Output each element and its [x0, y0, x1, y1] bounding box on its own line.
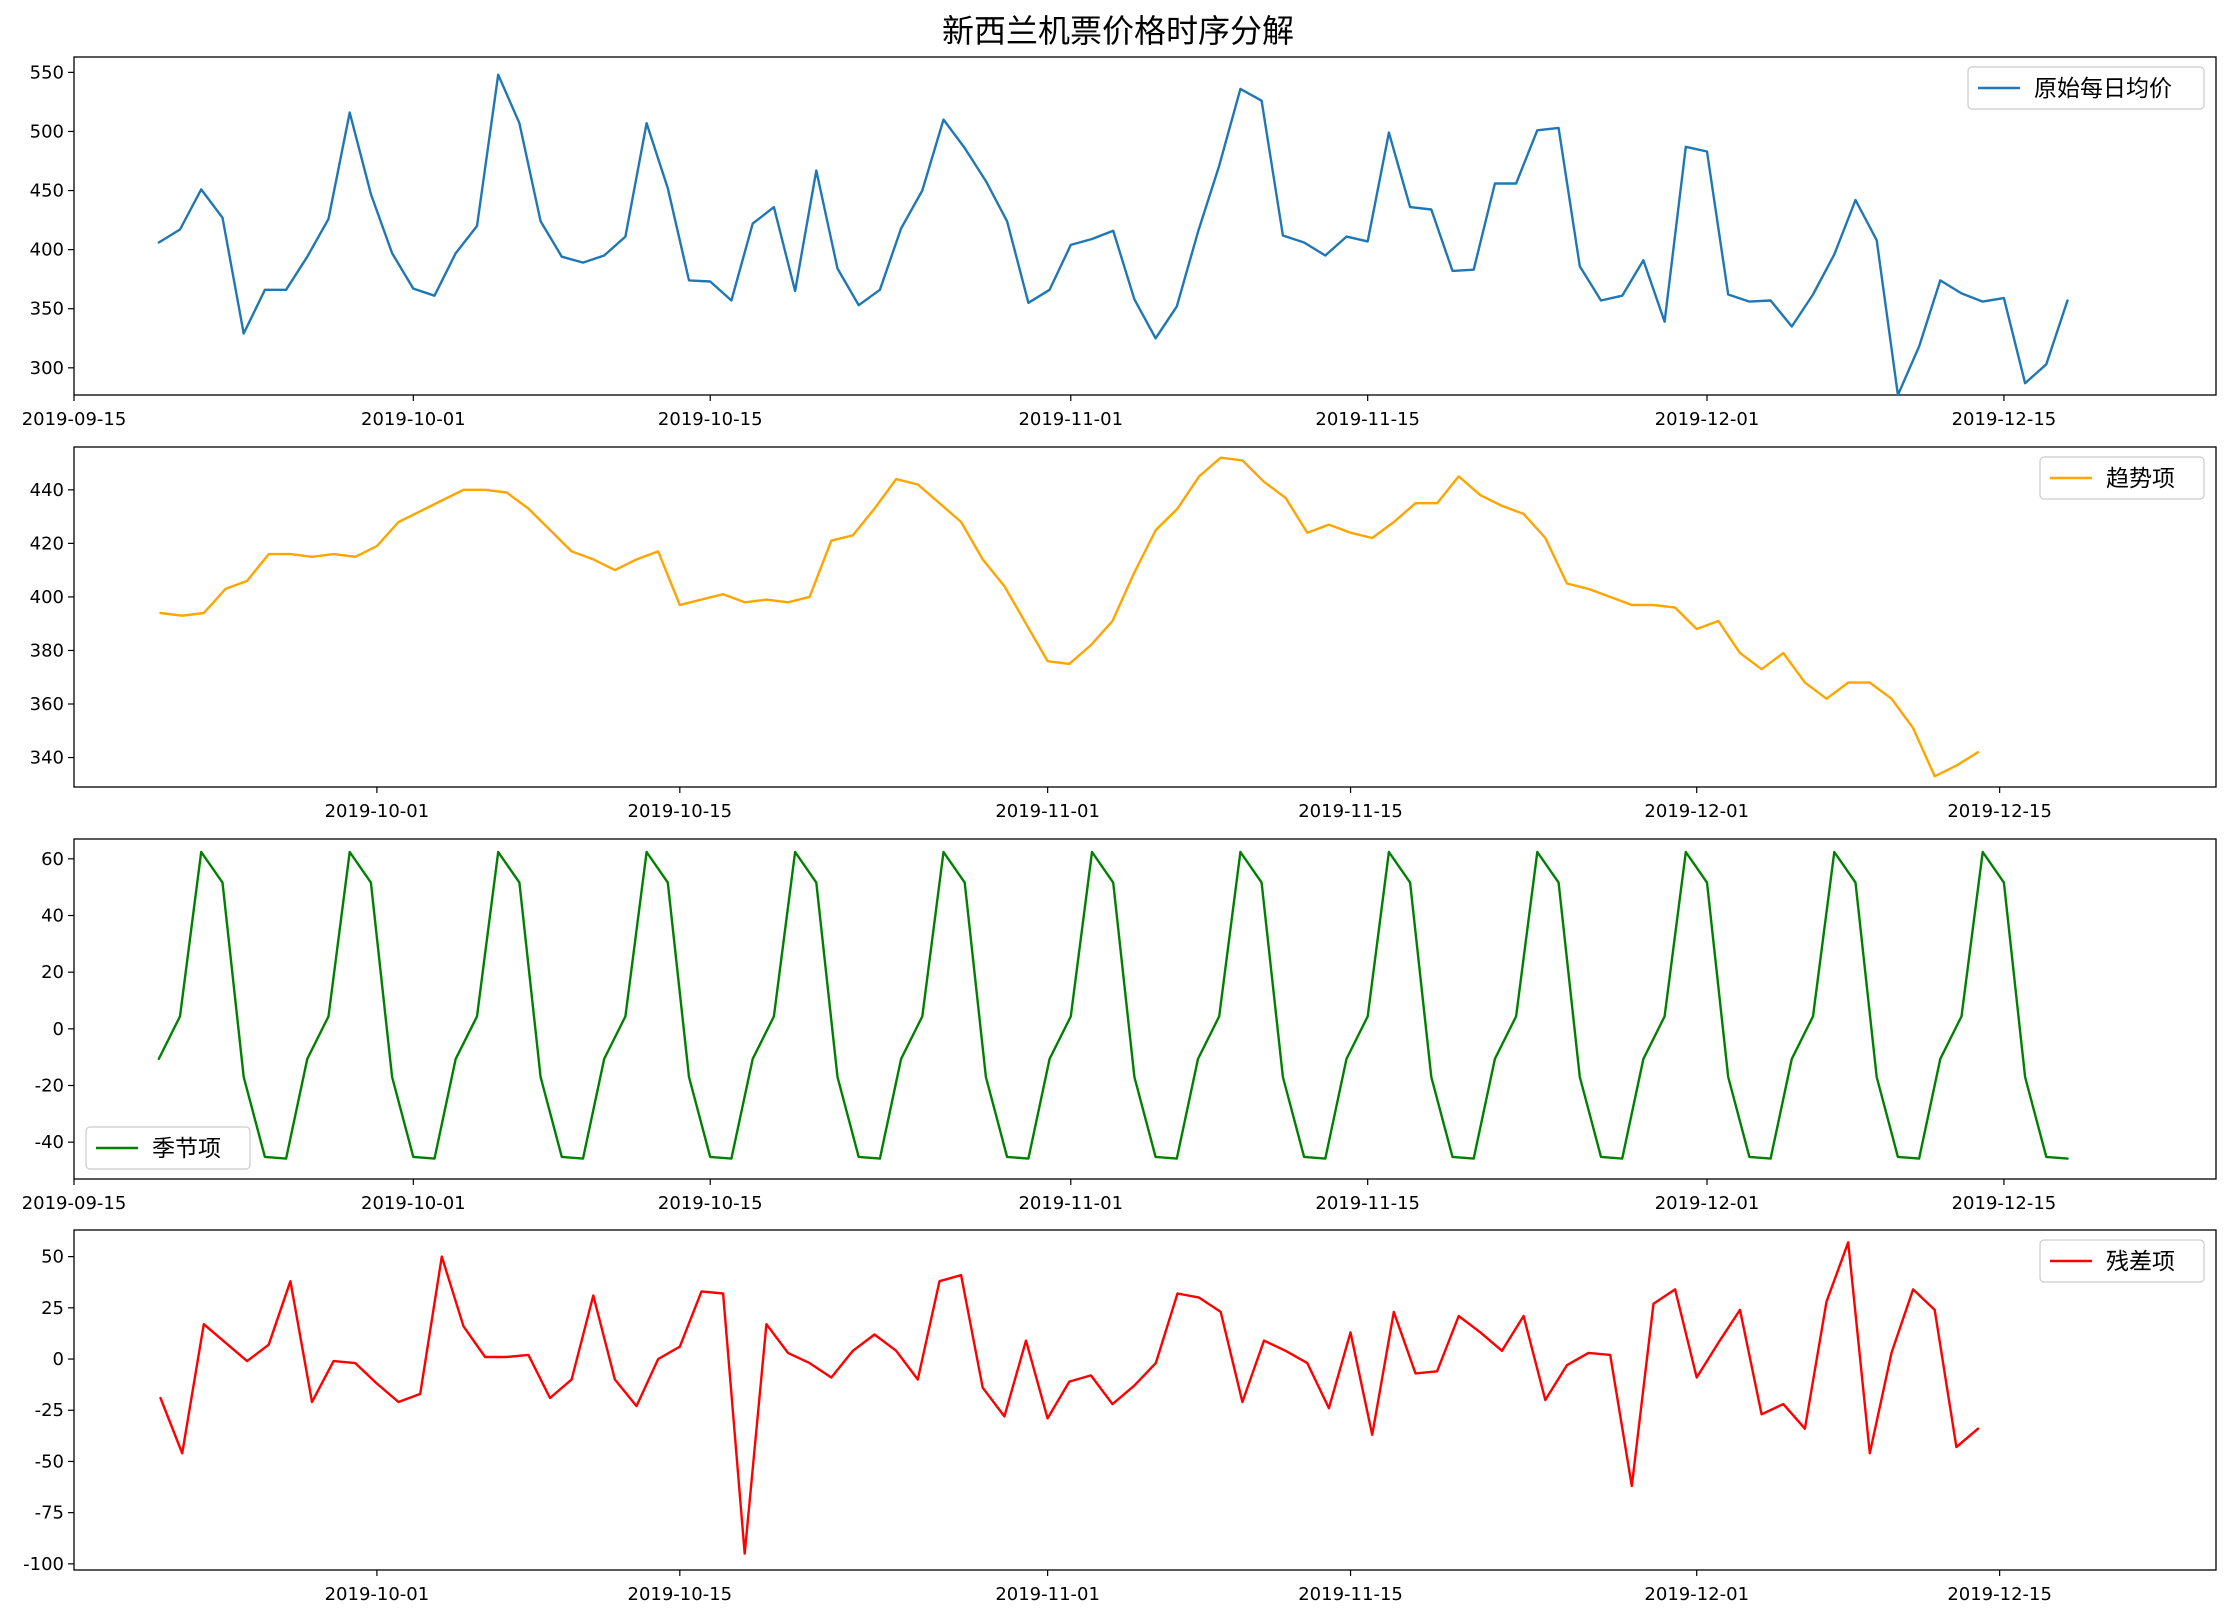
raw-xtick-label: 2019-12-15	[1952, 409, 2057, 430]
seasonal-xtick-label: 2019-11-15	[1315, 1193, 1420, 1214]
raw-ytick-label: 500	[30, 121, 64, 142]
seasonal-legend: 季节项	[85, 1126, 251, 1170]
raw-ytick-label: 300	[30, 358, 64, 379]
trend-xtick-label: 2019-10-15	[628, 801, 733, 822]
residual-ytick-label: 50	[41, 1247, 64, 1268]
raw-axes-frame	[73, 56, 2217, 396]
seasonal-ytick-label: 0	[53, 1019, 64, 1040]
residual-ytick-label: -100	[23, 1554, 64, 1575]
raw-xtick-label: 2019-11-01	[1018, 409, 1123, 430]
trend-series-line	[159, 456, 1980, 778]
raw-ytick-label: 400	[30, 240, 64, 261]
seasonal-subplot: -40 -20 0 20 40 60 2019-09-15 2019-10-01 2019-10…	[22, 838, 2217, 1214]
trend-ytick-label: 400	[30, 587, 64, 608]
raw-legend: 原始每日均价	[1967, 66, 2205, 110]
trend-subplot: 340 360 380 400 420 440 2019-10-01 2019-10-15 20…	[30, 446, 2217, 822]
trend-legend-label: 趋势项	[2106, 466, 2175, 492]
raw-xtick-label: 2019-10-01	[361, 409, 466, 430]
seasonal-xtick-label: 2019-11-01	[1018, 1193, 1123, 1214]
raw-legend-label: 原始每日均价	[2034, 76, 2172, 102]
seasonal-axes-frame	[73, 838, 2217, 1180]
seasonal-series-line	[157, 850, 2069, 1160]
residual-series-line	[159, 1241, 1980, 1555]
raw-xtick-label: 2019-12-01	[1655, 409, 1760, 430]
seasonal-xtick-label: 2019-12-15	[1952, 1193, 2057, 1214]
seasonal-xtick-label: 2019-10-15	[658, 1193, 763, 1214]
residual-ytick-label: 25	[41, 1298, 64, 1319]
seasonal-ytick-label: 40	[41, 906, 64, 927]
residual-xtick-label: 2019-11-15	[1298, 1584, 1403, 1605]
seasonal-ytick-label: 60	[41, 849, 64, 870]
seasonal-xtick-label: 2019-12-01	[1655, 1193, 1760, 1214]
trend-legend-box	[2039, 456, 2205, 500]
residual-xtick-label: 2019-11-01	[995, 1584, 1100, 1605]
seasonal-ytick-label: 20	[41, 962, 64, 983]
trend-xtick-label: 2019-11-01	[995, 801, 1100, 822]
raw-series-line	[157, 73, 2069, 397]
trend-xtick-label: 2019-12-01	[1644, 801, 1749, 822]
trend-ytick-label: 440	[30, 480, 64, 501]
residual-ytick-label: -25	[35, 1400, 64, 1421]
raw-ytick-label: 550	[30, 62, 64, 83]
residual-axes-frame	[73, 1229, 2217, 1571]
residual-xtick-label: 2019-12-15	[1947, 1584, 2052, 1605]
trend-axes-frame	[73, 446, 2217, 788]
residual-xtick-label: 2019-10-01	[325, 1584, 430, 1605]
raw-ytick-label: 450	[30, 181, 64, 202]
seasonal-xtick-label: 2019-10-01	[361, 1193, 466, 1214]
figure-title: 新西兰机票价格时序分解	[942, 12, 1294, 50]
seasonal-ytick-label: -20	[35, 1076, 64, 1097]
raw-xtick-label: 2019-09-15	[22, 409, 127, 430]
trend-ytick-label: 360	[30, 694, 64, 715]
residual-ytick-label: -75	[35, 1503, 64, 1524]
residual-xtick-label: 2019-10-15	[628, 1584, 733, 1605]
trend-legend: 趋势项	[2039, 456, 2205, 500]
trend-ytick-label: 380	[30, 640, 64, 661]
seasonal-ytick-label: -40	[35, 1132, 64, 1153]
seasonal-legend-box	[85, 1126, 251, 1170]
raw-subplot: 300 350 400 450 500 550 2019-09-15 2019-10-01 20…	[22, 56, 2217, 430]
trend-xtick-label: 2019-12-15	[1947, 801, 2052, 822]
trend-xtick-label: 2019-10-01	[325, 801, 430, 822]
raw-xtick-label: 2019-10-15	[658, 409, 763, 430]
seasonal-xtick-label: 2019-09-15	[22, 1193, 127, 1214]
seasonal-legend-label: 季节项	[152, 1136, 221, 1162]
trend-xtick-label: 2019-11-15	[1298, 801, 1403, 822]
trend-ytick-label: 340	[30, 748, 64, 769]
residual-subplot: -100 -75 -50 -25 0 25 50 2019-10-01 2019-10-15 20…	[23, 1229, 2217, 1605]
residual-ytick-label: -50	[35, 1451, 64, 1472]
raw-legend-box	[1967, 66, 2205, 110]
trend-ytick-label: 420	[30, 533, 64, 554]
residual-legend: 残差项	[2039, 1239, 2205, 1283]
residual-legend-box	[2039, 1239, 2205, 1283]
raw-xtick-label: 2019-11-15	[1315, 409, 1420, 430]
residual-xtick-label: 2019-12-01	[1644, 1584, 1749, 1605]
residual-legend-label: 残差项	[2106, 1249, 2175, 1275]
raw-ytick-label: 350	[30, 299, 64, 320]
residual-ytick-label: 0	[53, 1349, 64, 1370]
